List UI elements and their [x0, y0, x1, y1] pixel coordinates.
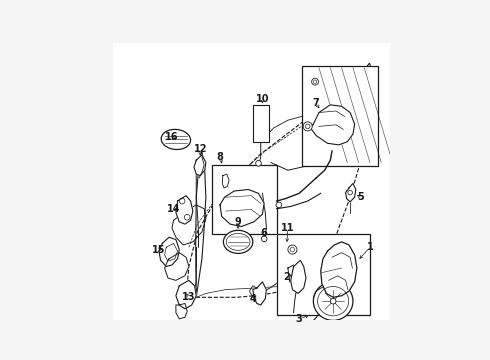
Text: 11: 11: [281, 223, 294, 233]
Text: 8: 8: [217, 152, 223, 162]
Bar: [302, 66, 378, 166]
Polygon shape: [194, 155, 206, 176]
Text: 2: 2: [283, 271, 290, 282]
Ellipse shape: [313, 282, 353, 320]
Ellipse shape: [223, 230, 253, 253]
Polygon shape: [253, 282, 267, 305]
Polygon shape: [345, 183, 356, 202]
Text: 4: 4: [249, 294, 256, 304]
Polygon shape: [165, 253, 189, 280]
Polygon shape: [176, 303, 187, 319]
Polygon shape: [176, 280, 196, 309]
Polygon shape: [159, 237, 179, 266]
Text: 12: 12: [194, 144, 207, 154]
Circle shape: [330, 298, 336, 304]
Circle shape: [312, 78, 318, 85]
Text: 15: 15: [152, 244, 166, 255]
Circle shape: [276, 202, 282, 208]
Text: 9: 9: [235, 217, 242, 227]
Text: 1: 1: [367, 242, 373, 252]
Text: 10: 10: [256, 94, 269, 104]
Text: 14: 14: [167, 204, 180, 214]
Bar: [212, 165, 276, 234]
Polygon shape: [220, 189, 264, 226]
Text: 13: 13: [182, 292, 196, 302]
Circle shape: [261, 236, 267, 242]
Text: 7: 7: [313, 98, 319, 108]
Polygon shape: [222, 174, 229, 188]
Polygon shape: [321, 242, 357, 297]
Text: 5: 5: [357, 192, 364, 202]
Polygon shape: [291, 260, 306, 293]
Polygon shape: [311, 105, 355, 145]
Text: 3: 3: [296, 314, 303, 324]
Circle shape: [303, 122, 312, 131]
Bar: [253, 105, 269, 142]
Circle shape: [288, 245, 297, 254]
Text: 6: 6: [261, 228, 268, 238]
Circle shape: [256, 161, 261, 166]
Text: 16: 16: [165, 132, 179, 142]
Polygon shape: [288, 265, 298, 282]
Ellipse shape: [161, 129, 191, 149]
Circle shape: [308, 321, 313, 326]
Polygon shape: [176, 195, 193, 224]
Bar: [276, 234, 370, 315]
